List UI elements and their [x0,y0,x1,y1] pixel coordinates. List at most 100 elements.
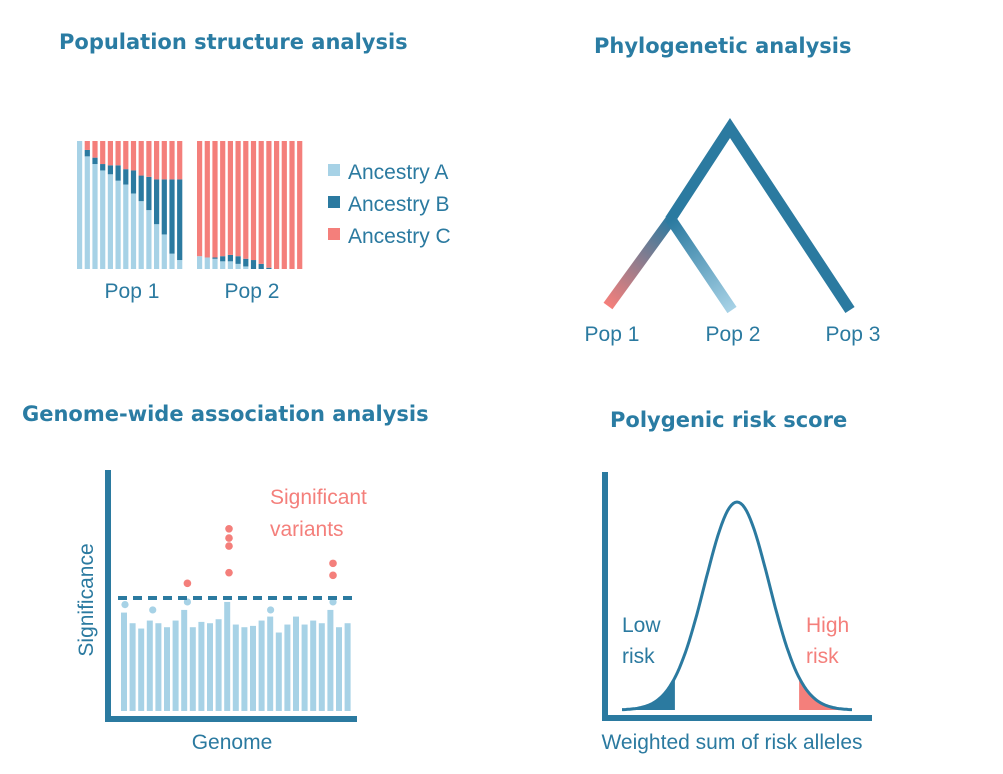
tree-branch-pop1 [603,214,677,310]
gwas-bar-15 [241,627,248,711]
pop1-bar-12-ancestry-c [161,141,167,180]
population-structure-chart [77,141,303,269]
phylogenetic-tree [603,117,855,314]
gwas-y-label: Significance [75,543,98,656]
prs-y-axis [602,472,608,721]
pop1-bar-2-ancestry-c [84,141,90,150]
gwas-subthreshold-point-2 [149,606,157,614]
pop1-bar-3-ancestry-a [92,164,98,269]
gwas-significant-point-7 [329,559,337,568]
legend-label-ancestry-c: Ancestry C [348,225,451,248]
gwas-bar-11 [207,623,213,711]
pop1-bar-4-ancestry-b [100,164,106,171]
gwas-bar-12 [215,619,222,711]
tree-branch-pop2 [665,214,737,314]
pop1-bar-6-ancestry-b [115,165,121,181]
gwas-bar-14 [232,624,239,711]
pop2-bar-3-ancestry-b [212,257,218,259]
pop2-bar-4-ancestry-c [220,141,226,257]
pop2-bar-8-ancestry-c [250,141,257,261]
pop2-bar-6-ancestry-a [235,263,241,269]
pop2-axis-label: Pop 2 [225,280,280,303]
pop1-bar-12-ancestry-a [161,234,167,269]
gwas-bar-22 [301,624,308,711]
prs-low-risk-label-line1: Low [622,614,661,637]
gwas-bar-18 [267,616,274,711]
pop1-axis-label: Pop 1 [105,280,160,303]
prs-x-label: Weighted sum of risk alleles [601,731,862,754]
gwas-subthreshold-point-4 [267,606,275,614]
pop1-bar-8-ancestry-b [130,170,137,194]
pop2-bar-4-ancestry-a [220,261,226,269]
pop2-bar-6-ancestry-b [235,256,241,264]
pop2-bar-5-ancestry-b [227,254,233,262]
pop1-bar-7-ancestry-b [123,169,129,185]
legend-swatch-ancestry-c [328,228,340,240]
pop2-bar-10-ancestry-b [266,267,272,269]
pop1-bar-14-ancestry-b [177,179,183,261]
pop2-bar-1-ancestry-c [197,141,203,257]
gwas-bar-21 [293,616,299,711]
gwas-bar-3 [138,628,145,711]
gwas-bar-23 [310,620,317,711]
phylogenetic-title: Phylogenetic analysis [594,34,852,58]
gwas-subthreshold-point-5 [329,598,337,606]
pop2-bar-2-ancestry-a [204,257,210,269]
tree-leaf-pop3: Pop 3 [826,323,881,346]
pop2-bar-5-ancestry-c [227,141,233,255]
gwas-subthreshold-point-1 [121,601,129,609]
gwas-bar-5 [155,623,162,711]
gwas-bar-24 [318,623,325,711]
gwas-bar-9 [189,627,196,711]
pop1-bar-5-ancestry-a [107,174,113,269]
prs-high-risk-tail [799,677,852,710]
pop2-bar-1-ancestry-a [197,256,203,269]
gwas-significant-point-6 [329,571,337,580]
pop1-bar-11-ancestry-a [154,224,160,269]
pop1-bar-10-ancestry-c [146,141,152,177]
pop1-bar-2-ancestry-b [84,149,90,157]
gwas-bar-2 [129,623,136,711]
ancestry-legend: Ancestry A Ancestry B Ancestry C [328,161,451,248]
pop2-bar-3-ancestry-a [212,258,218,269]
pop2-bar-11-ancestry-c [274,141,280,269]
pop1-bar-10-ancestry-a [146,210,152,269]
pop1-bar-12-ancestry-b [161,179,167,235]
pop1-bar-2-ancestry-a [84,156,90,269]
gwas-significant-point-2 [225,542,233,550]
pop1-bar-1-ancestry-a [77,141,83,269]
pop1-bar-5-ancestry-b [107,165,113,175]
gwas-y-axis [105,470,111,722]
legend-label-ancestry-b: Ancestry B [348,193,450,216]
pop2-bar-5-ancestry-a [227,261,233,269]
pop1-bar-8-ancestry-c [130,141,137,171]
legend-swatch-ancestry-a [328,164,340,176]
gwas-bar-25 [327,609,334,711]
gwas-bar-1 [121,612,127,711]
gwas-x-axis [105,716,357,722]
tree-leaf-pop2: Pop 2 [706,323,761,346]
pop1-bar-13-ancestry-c [169,141,175,180]
gwas-bar-4 [146,620,153,711]
tree-leaf-pop1: Pop 1 [585,323,640,346]
pop2-bar-10-ancestry-c [266,141,272,268]
gwas-bar-6 [164,627,170,711]
prs-high-risk-label-line2: risk [806,645,839,668]
pop1-bar-3-ancestry-b [92,157,98,165]
pop1-bar-3-ancestry-c [92,141,98,158]
tree-root-branches [665,117,855,314]
gwas-chart [121,524,351,711]
gwas-bar-17 [258,620,265,711]
pop1-bar-6-ancestry-a [115,180,121,269]
prs-low-risk-label-line2: risk [622,645,655,668]
prs-title: Polygenic risk score [610,408,848,432]
pop2-bar-7-ancestry-c [243,141,249,259]
gwas-significant-point-3 [225,534,233,542]
legend-label-ancestry-a: Ancestry A [348,161,448,184]
pop1-bar-10-ancestry-b [146,176,152,211]
pop1-bar-4-ancestry-c [100,141,106,165]
pop2-bar-7-ancestry-a [243,266,249,269]
pop2-bar-6-ancestry-c [235,141,241,257]
gwas-title: Genome-wide association analysis [22,402,429,426]
gwas-bar-13 [224,601,231,711]
